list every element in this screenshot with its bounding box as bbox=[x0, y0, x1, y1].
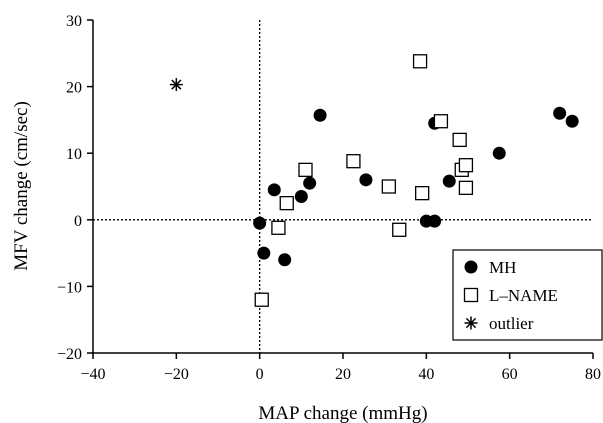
x-tick-label: 40 bbox=[418, 366, 434, 383]
point-mh bbox=[303, 176, 317, 190]
legend-marker-l-name bbox=[463, 287, 479, 303]
point-mh bbox=[257, 246, 271, 260]
x-axis-title: MAP change (mmHg) bbox=[258, 403, 427, 423]
x-tick-label: −20 bbox=[164, 366, 189, 383]
point-l-name bbox=[392, 222, 407, 237]
point-l-name bbox=[458, 158, 474, 173]
point-mh bbox=[278, 253, 292, 267]
point-mh bbox=[294, 189, 308, 203]
point-l-name bbox=[412, 54, 428, 69]
point-mh bbox=[313, 108, 327, 122]
point-l-name bbox=[458, 180, 474, 195]
x-tick-label: 20 bbox=[335, 366, 351, 383]
point-l-name bbox=[346, 154, 361, 169]
point-l-name bbox=[452, 132, 467, 148]
legend: MH L–NAME outlier bbox=[452, 249, 603, 341]
y-tick-label: 0 bbox=[74, 213, 82, 230]
asterisk-stroke bbox=[465, 317, 477, 329]
point-mh bbox=[359, 173, 373, 187]
legend-label-mh: MH bbox=[489, 258, 516, 277]
y-tick-label: −20 bbox=[57, 346, 82, 363]
point-outlier bbox=[169, 78, 183, 92]
point-mh bbox=[253, 216, 267, 230]
point-mh bbox=[553, 106, 567, 120]
legend-label-outlier: outlier bbox=[489, 314, 534, 333]
x-tick-label: 0 bbox=[256, 366, 264, 383]
y-tick-label: 10 bbox=[66, 146, 82, 163]
point-l-name bbox=[271, 220, 286, 235]
ticks: −40 −20 0 20 40 60 80 −20 −10 0 10 20 30 bbox=[57, 13, 601, 383]
x-tick-label: 60 bbox=[502, 366, 518, 383]
point-l-name bbox=[298, 162, 313, 178]
legend-marker-mh bbox=[464, 260, 478, 274]
y-tick-label: −10 bbox=[57, 279, 82, 296]
point-l-name bbox=[415, 186, 430, 201]
point-mh bbox=[565, 114, 579, 128]
point-l-name bbox=[279, 195, 294, 211]
point-mh bbox=[492, 146, 506, 160]
y-tick-label: 20 bbox=[66, 80, 82, 97]
data-points bbox=[169, 54, 579, 307]
point-mh bbox=[428, 214, 442, 228]
point-l-name bbox=[381, 179, 396, 194]
point-mh bbox=[267, 183, 281, 197]
asterisk-stroke bbox=[171, 79, 182, 90]
y-tick-label: 30 bbox=[66, 13, 82, 30]
y-axis-title: MFV change (cm/sec) bbox=[11, 101, 32, 271]
point-l-name bbox=[433, 114, 449, 129]
x-tick-label: −40 bbox=[80, 366, 105, 383]
point-mh bbox=[442, 174, 456, 188]
legend-marker-outlier bbox=[464, 316, 478, 330]
point-l-name bbox=[254, 292, 269, 307]
x-tick-label: 80 bbox=[585, 366, 601, 383]
legend-label-l-name: L–NAME bbox=[489, 286, 558, 305]
